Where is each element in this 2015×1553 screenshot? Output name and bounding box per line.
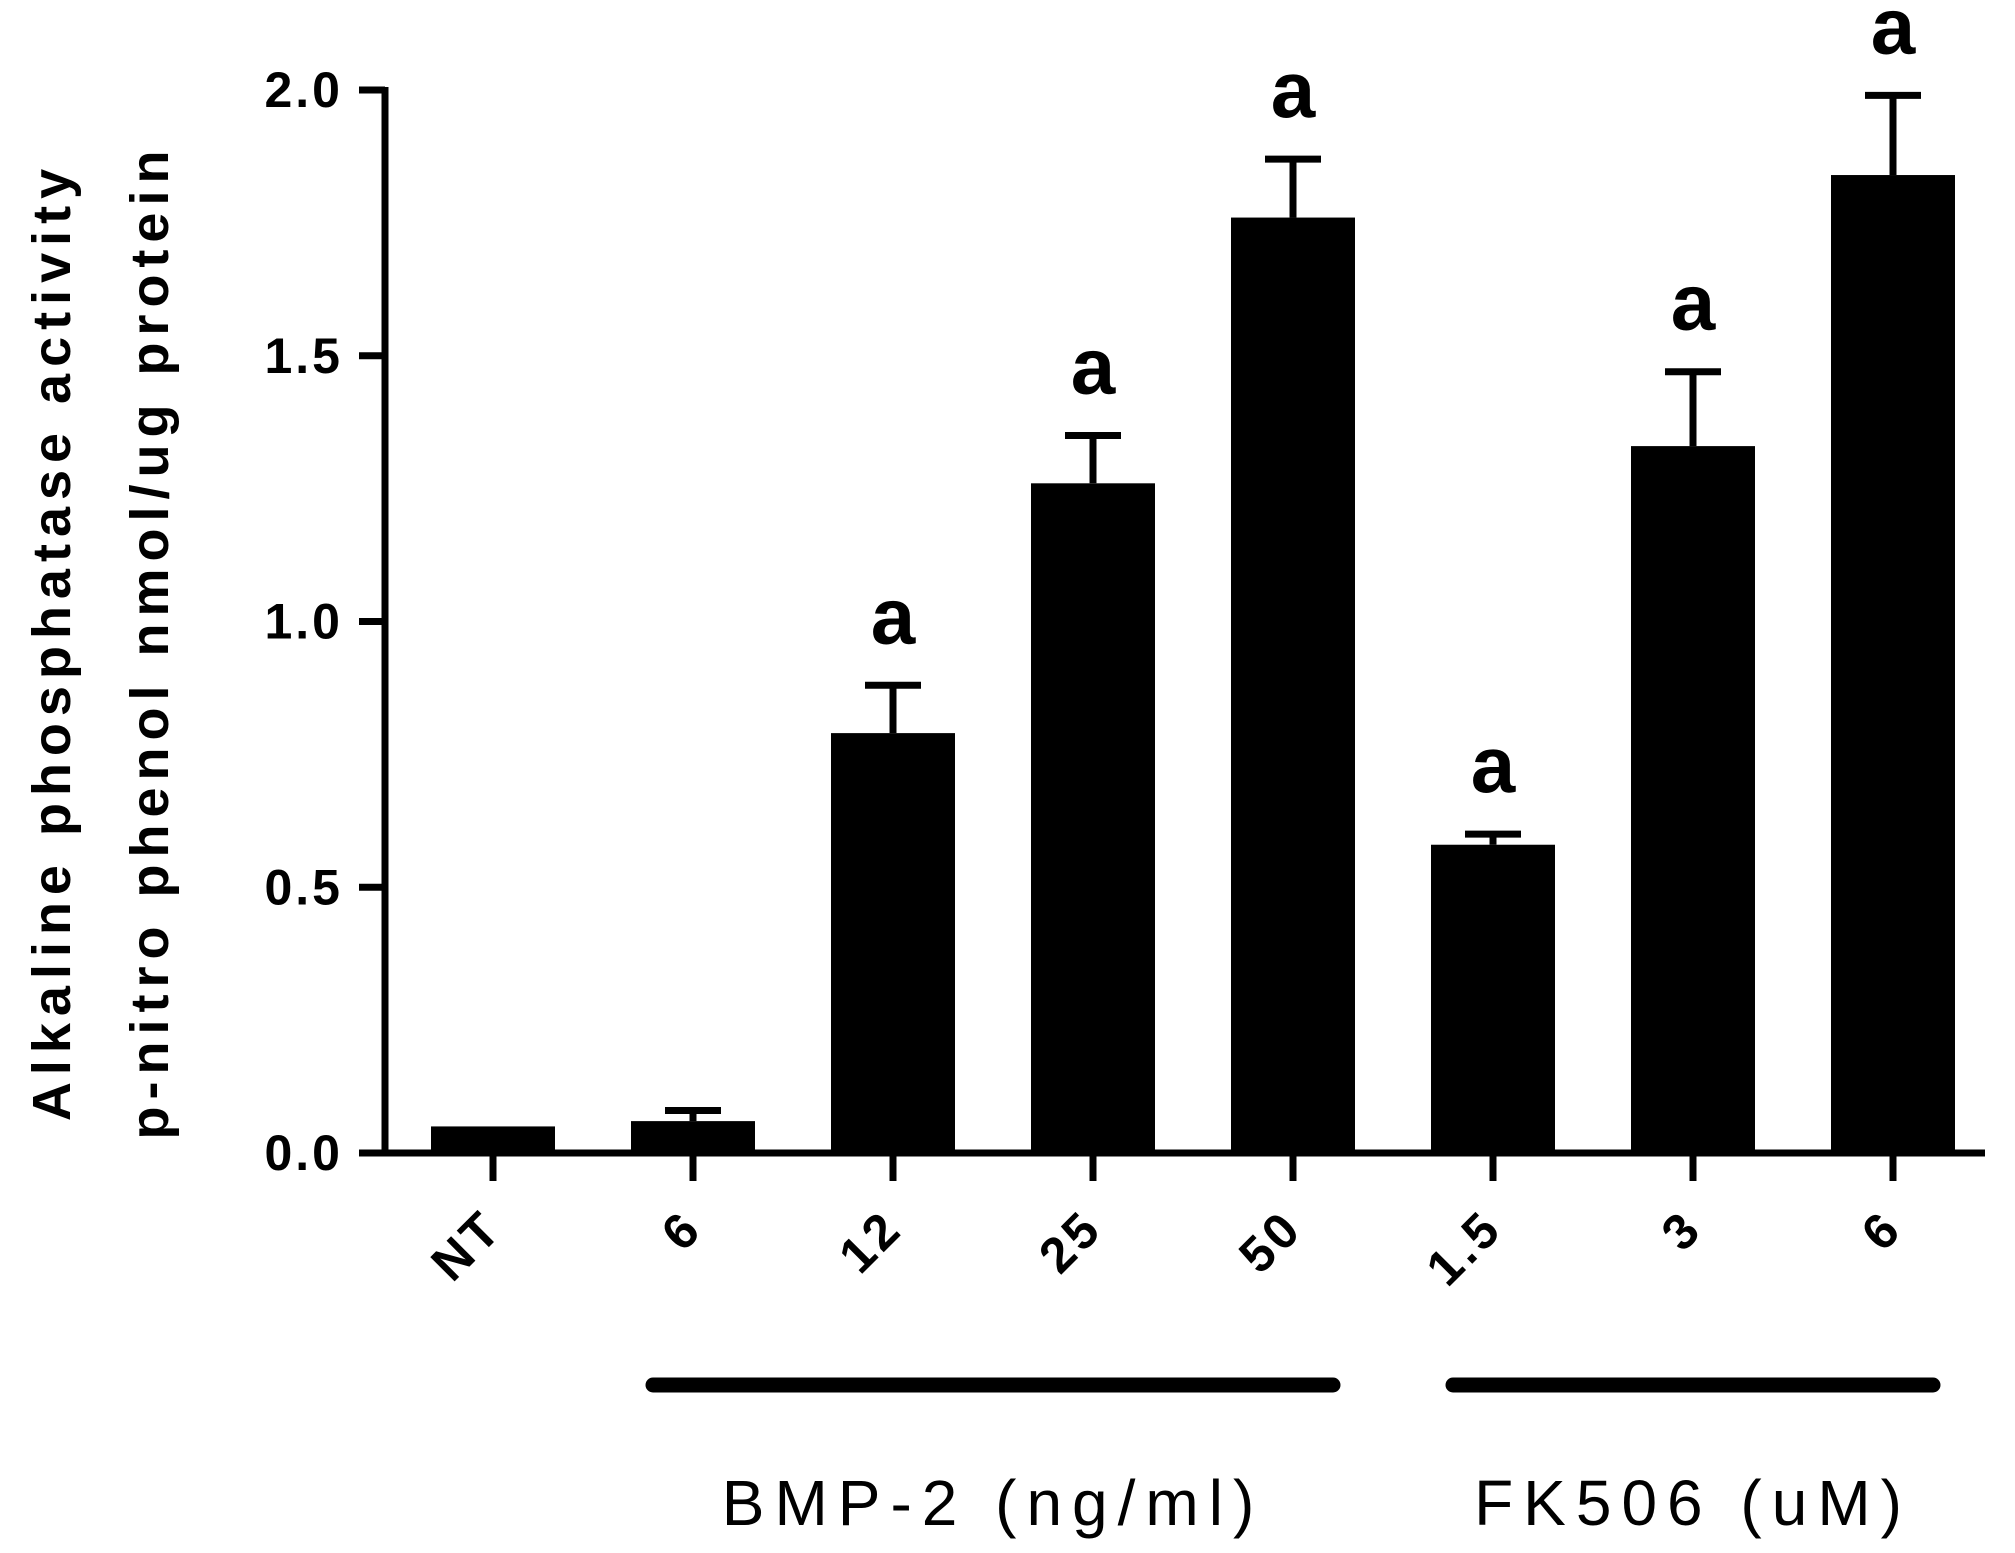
y-tick-label: 2.0 [264, 62, 343, 118]
x-tick-label: 6 [651, 1199, 713, 1261]
x-tick-label: 3 [1651, 1199, 1713, 1261]
y-tick-label: 0.5 [264, 859, 343, 915]
bar [1631, 446, 1755, 1154]
bars: a a a a a a [431, 0, 1955, 1154]
x-tick-label: 50 [1228, 1199, 1313, 1284]
x-tick-label: 12 [828, 1199, 913, 1284]
significance-label: a [1071, 321, 1116, 410]
group-brackets: BMP-2 (ng/ml) FK506 (uM) [645, 1377, 1941, 1539]
significance-label: a [871, 571, 916, 660]
x-tick-label: 6 [1851, 1199, 1913, 1261]
x-tick-labels: NT 6 12 25 50 1.5 3 6 [420, 1199, 1912, 1296]
y-tick-label: 1.5 [264, 328, 343, 384]
significance-label: a [1271, 45, 1316, 134]
bar [1031, 483, 1155, 1153]
significance-label: a [1471, 720, 1516, 809]
y-tick-label: 0.0 [264, 1125, 343, 1181]
group-label: BMP-2 (ng/ml) [722, 1467, 1265, 1539]
y-axis-label-line: Alkaline phosphatase activity [22, 162, 82, 1121]
group-label: FK506 (uM) [1474, 1467, 1912, 1539]
y-tick-label: 1.0 [264, 594, 343, 650]
bar [1831, 175, 1955, 1154]
x-tick-label: 25 [1028, 1199, 1113, 1284]
significance-label: a [1871, 0, 1916, 70]
bar [831, 733, 955, 1153]
x-tick-label: NT [420, 1199, 512, 1291]
x-tick-label: 1.5 [1416, 1199, 1513, 1296]
bar [631, 1121, 755, 1153]
bar [1431, 844, 1555, 1153]
significance-label: a [1671, 258, 1716, 347]
bar [431, 1126, 555, 1153]
y-axis-label-line: p-nitro phenol nmol/ug protein [120, 144, 180, 1140]
bar [1231, 217, 1355, 1153]
y-axis-label: Alkaline phosphatase activity p-nitro phe… [22, 144, 180, 1140]
